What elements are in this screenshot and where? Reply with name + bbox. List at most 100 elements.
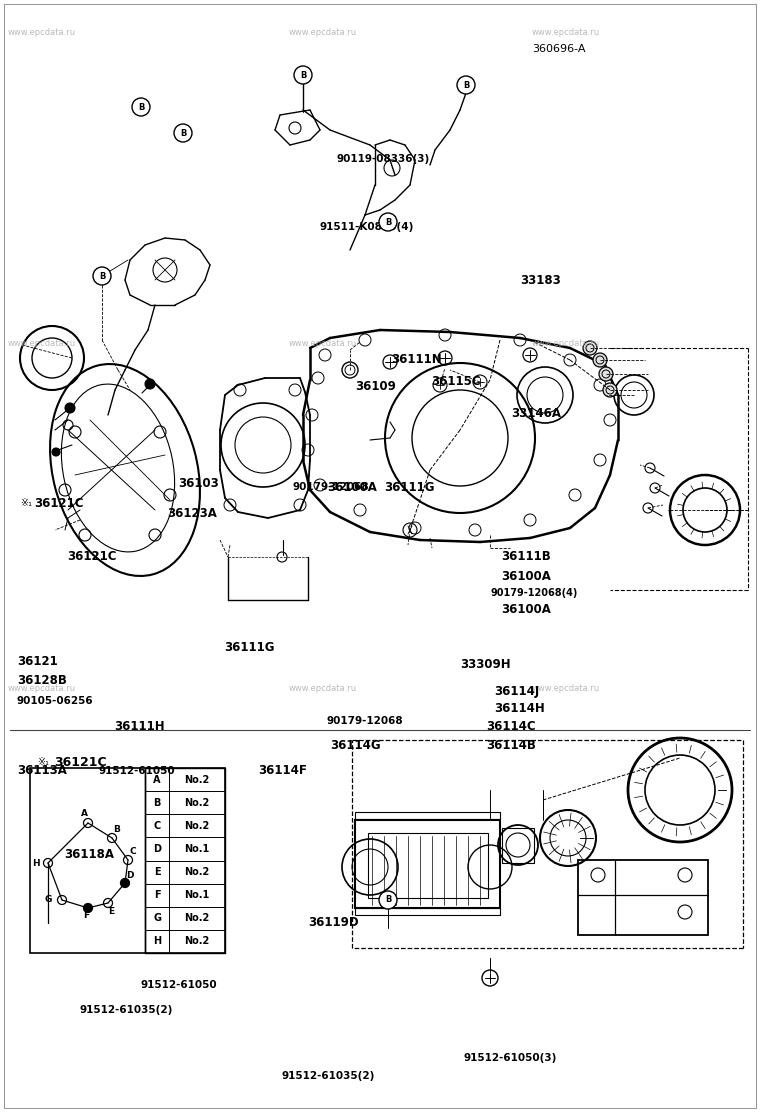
Text: 36114H: 36114H: [494, 702, 545, 715]
Text: D: D: [126, 871, 134, 880]
Text: No.2: No.2: [185, 867, 210, 877]
Text: 36111B: 36111B: [502, 549, 551, 563]
Bar: [502, 828, 534, 863]
Text: B: B: [299, 70, 306, 79]
Text: 36118A: 36118A: [65, 847, 115, 861]
Circle shape: [132, 98, 150, 116]
Text: www.epcdata.ru: www.epcdata.ru: [289, 28, 357, 37]
Text: www.epcdata.ru: www.epcdata.ru: [8, 28, 76, 37]
Text: 91512-61035(2): 91512-61035(2): [80, 1005, 173, 1014]
Text: B: B: [154, 797, 160, 807]
Text: G: G: [153, 913, 161, 923]
Text: 36111G: 36111G: [224, 641, 274, 654]
Text: ※₁: ※₁: [37, 757, 49, 767]
Circle shape: [379, 891, 397, 909]
Circle shape: [84, 903, 93, 913]
Text: www.epcdata.ru: www.epcdata.ru: [8, 339, 76, 348]
Text: B: B: [113, 825, 120, 834]
Text: B: B: [385, 895, 391, 904]
Text: 36114J: 36114J: [494, 685, 540, 698]
Text: B: B: [385, 218, 391, 227]
Text: 90119-08336(3): 90119-08336(3): [337, 155, 430, 163]
Circle shape: [52, 448, 60, 456]
Text: F: F: [83, 912, 89, 921]
Text: 36114B: 36114B: [486, 738, 537, 752]
Text: www.epcdata.ru: www.epcdata.ru: [289, 684, 357, 693]
Text: H: H: [32, 858, 40, 867]
Text: 91512-61035(2): 91512-61035(2): [281, 1072, 375, 1081]
Text: 36111N: 36111N: [391, 353, 442, 366]
Text: 36121: 36121: [17, 655, 58, 668]
Bar: [355, 812, 500, 820]
Text: No.1: No.1: [185, 891, 210, 901]
Text: 360696-A: 360696-A: [532, 44, 585, 53]
Text: 36115C: 36115C: [431, 375, 480, 388]
Text: 36111G: 36111G: [384, 480, 434, 494]
Circle shape: [294, 66, 312, 85]
Text: B: B: [99, 271, 105, 280]
Text: ※₁: ※₁: [20, 498, 32, 508]
Text: 36128B: 36128B: [17, 674, 67, 687]
Text: 90179-12068: 90179-12068: [293, 483, 369, 492]
Text: 36111H: 36111H: [114, 719, 165, 733]
Text: D: D: [153, 844, 161, 854]
Text: B: B: [138, 102, 144, 111]
Text: www.epcdata.ru: www.epcdata.ru: [532, 339, 600, 348]
Text: 36114G: 36114G: [331, 738, 382, 752]
Text: 90179-12068: 90179-12068: [327, 716, 404, 725]
Text: C: C: [154, 821, 160, 831]
Circle shape: [603, 383, 617, 397]
Bar: [355, 909, 500, 915]
Text: No.2: No.2: [185, 797, 210, 807]
Text: 36114F: 36114F: [258, 764, 307, 777]
Text: 36103: 36103: [179, 477, 220, 490]
Text: www.epcdata.ru: www.epcdata.ru: [289, 339, 357, 348]
Text: 90179-12068(4): 90179-12068(4): [490, 588, 578, 597]
Bar: [355, 820, 500, 909]
Text: 36121C: 36121C: [67, 549, 116, 563]
Text: www.epcdata.ru: www.epcdata.ru: [8, 684, 76, 693]
Text: H: H: [153, 936, 161, 946]
Circle shape: [583, 341, 597, 355]
Text: 36100A: 36100A: [502, 569, 552, 583]
Circle shape: [593, 353, 607, 367]
Text: 36100A: 36100A: [327, 480, 377, 494]
Bar: [145, 768, 225, 953]
Text: 90105-06256: 90105-06256: [17, 696, 93, 705]
Text: 33309H: 33309H: [460, 658, 511, 672]
Text: A: A: [81, 808, 87, 817]
Text: 91512-61050: 91512-61050: [99, 766, 176, 775]
Text: B: B: [180, 129, 186, 138]
Text: 36123A: 36123A: [167, 507, 217, 520]
Text: 91512-61050(3): 91512-61050(3): [464, 1053, 557, 1062]
Text: A: A: [154, 775, 161, 785]
Text: 36121C: 36121C: [34, 496, 84, 509]
Text: www.epcdata.ru: www.epcdata.ru: [532, 684, 600, 693]
Text: No.1: No.1: [185, 844, 210, 854]
Text: 36109: 36109: [356, 380, 397, 394]
Text: E: E: [154, 867, 160, 877]
Circle shape: [457, 76, 475, 95]
Circle shape: [599, 367, 613, 381]
Text: E: E: [108, 906, 114, 915]
Text: 36119D: 36119D: [308, 916, 359, 930]
Circle shape: [145, 379, 155, 389]
Text: 36114C: 36114C: [486, 719, 536, 733]
Text: No.2: No.2: [185, 775, 210, 785]
Text: No.2: No.2: [185, 821, 210, 831]
Bar: [30, 768, 225, 953]
Text: 91512-61050: 91512-61050: [141, 981, 217, 990]
Text: 36100A: 36100A: [502, 603, 552, 616]
Text: G: G: [44, 895, 52, 904]
Bar: [578, 860, 708, 935]
Text: No.2: No.2: [185, 913, 210, 923]
Text: www.epcdata.ru: www.epcdata.ru: [532, 28, 600, 37]
Text: 33146A: 33146A: [511, 407, 561, 420]
Bar: [368, 833, 488, 898]
Circle shape: [174, 125, 192, 142]
Text: B: B: [463, 80, 469, 89]
Text: 36113A: 36113A: [17, 764, 67, 777]
Circle shape: [65, 403, 75, 413]
Text: F: F: [154, 891, 160, 901]
Circle shape: [93, 267, 111, 285]
